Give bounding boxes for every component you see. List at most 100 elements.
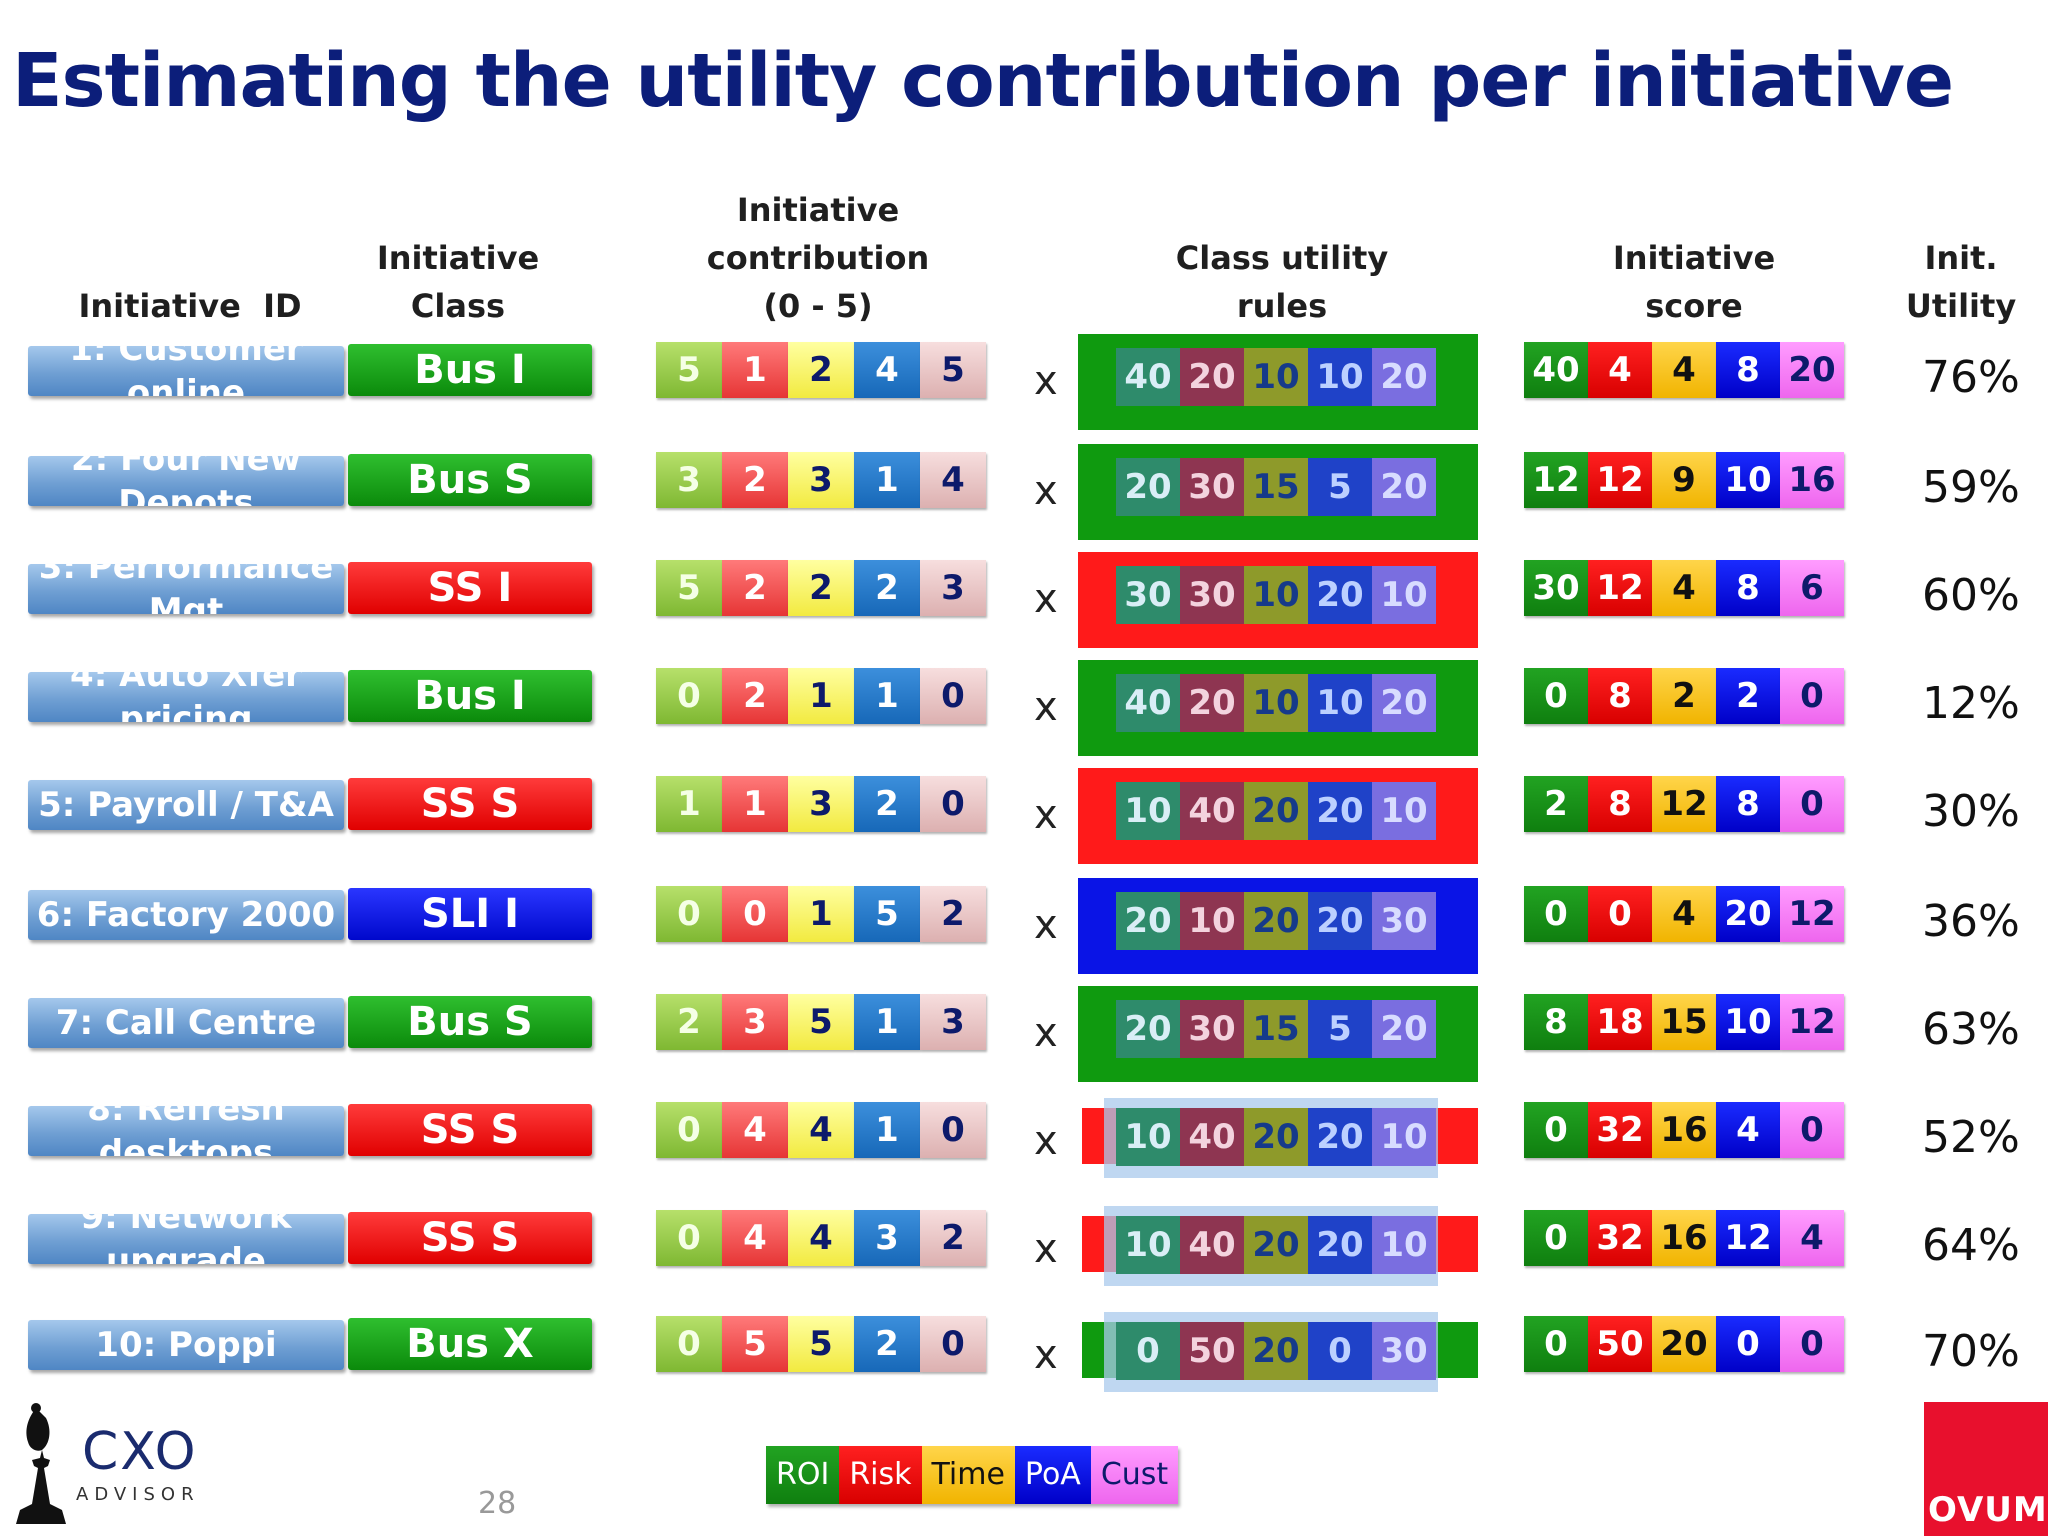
contribution-roi: 0 [656,1316,722,1372]
rule-poa: 10 [1308,348,1372,406]
contribution-time: 1 [788,668,854,724]
multiply-sign: x [1034,792,1058,838]
contribution-risk: 4 [722,1210,788,1266]
rule-time: 20 [1244,1216,1308,1274]
rule-time: 10 [1244,348,1308,406]
score-time: 2 [1652,668,1716,724]
contribution-roi: 2 [656,994,722,1050]
score-cust: 12 [1780,886,1844,942]
class-utility-rule-box: 10 40 20 20 10 [1078,1202,1478,1298]
legend-roi: ROI [766,1446,840,1504]
score-cust: 0 [1780,776,1844,832]
score-time: 4 [1652,342,1716,398]
initiative-id-label: 7: Call Centre [55,1003,317,1043]
rule-cells: 20 30 15 5 20 [1116,458,1436,516]
rule-time: 10 [1244,674,1308,732]
multiply-sign: x [1034,902,1058,948]
contribution-cust: 5 [920,342,986,398]
table-row: 4: Auto Xfer pricing Bus I 0 2 1 1 0 x 40 20 10 10 2… [0,656,2048,756]
score-poa: 2 [1716,668,1780,724]
init-utility: 70% [1922,1326,2020,1377]
rule-roi: 30 [1116,566,1180,624]
rule-cust: 20 [1372,348,1436,406]
contribution-roi: 5 [656,560,722,616]
initiative-id: 1: Customer online [28,346,344,396]
score-risk: 50 [1588,1316,1652,1372]
initiative-id-label: 6: Factory 2000 [36,895,336,935]
contribution-poa: 5 [854,886,920,942]
rule-time: 20 [1244,1108,1308,1166]
initiative-id-label: 5: Payroll / T&A [38,785,334,825]
contribution-time: 2 [788,342,854,398]
score-poa: 8 [1716,776,1780,832]
rule-poa: 20 [1308,892,1372,950]
contribution-risk: 2 [722,560,788,616]
contribution-cust: 0 [920,776,986,832]
table-row: 3: Performance Mgt SS I 5 2 2 2 3 x 30 30 10 20 10 30… [0,548,2048,648]
contribution-risk: 1 [722,342,788,398]
rule-time: 15 [1244,458,1308,516]
rule-cells: 10 40 20 20 10 [1116,782,1436,840]
score-time: 4 [1652,560,1716,616]
contribution-risk: 2 [722,668,788,724]
score-time: 12 [1652,776,1716,832]
contribution-cust: 2 [920,1210,986,1266]
score-cells: 0 0 4 20 12 [1524,886,1844,942]
initiative-id-label: 2: Four New Depots [70,456,302,506]
contribution-time: 4 [788,1210,854,1266]
contribution-roi: 3 [656,452,722,508]
rule-risk: 50 [1180,1322,1244,1380]
score-time: 9 [1652,452,1716,508]
contribution-risk: 0 [722,886,788,942]
contribution-risk: 5 [722,1316,788,1372]
score-risk: 32 [1588,1102,1652,1158]
init-utility: 64% [1922,1220,2020,1271]
rule-cells: 10 40 20 20 10 [1116,1108,1436,1166]
table-row: 8: Refresh desktops SS S 0 4 4 1 0 x 10 40 20 20 10 0… [0,1090,2048,1178]
score-cust: 12 [1780,994,1844,1050]
page-number: 28 [478,1486,517,1521]
multiply-sign: x [1034,684,1058,730]
rule-risk: 20 [1180,348,1244,406]
init-utility: 36% [1922,896,2020,947]
table-row: 1: Customer online Bus I 5 1 2 4 5 x 40 20 10 10 20 4… [0,330,2048,430]
initiative-class: SLI I [348,888,592,940]
initiative-id-label: 9: Network upgrade [80,1214,292,1264]
rule-risk: 20 [1180,674,1244,732]
rule-cells: 10 40 20 20 10 [1116,1216,1436,1274]
score-roi: 40 [1524,342,1588,398]
score-time: 16 [1652,1102,1716,1158]
rule-cust: 20 [1372,458,1436,516]
class-utility-rule-box: 40 20 10 10 20 [1078,660,1478,756]
score-risk: 32 [1588,1210,1652,1266]
contribution-time: 1 [788,886,854,942]
contribution-cust: 4 [920,452,986,508]
rule-risk: 30 [1180,458,1244,516]
rule-roi: 20 [1116,1000,1180,1058]
contribution-time: 5 [788,994,854,1050]
score-cust: 20 [1780,342,1844,398]
rule-cust: 30 [1372,1322,1436,1380]
score-cells: 2 8 12 8 0 [1524,776,1844,832]
score-roi: 2 [1524,776,1588,832]
rule-roi: 10 [1116,1216,1180,1274]
score-cells: 12 12 9 10 16 [1524,452,1844,508]
score-poa: 12 [1716,1210,1780,1266]
rule-time: 15 [1244,1000,1308,1058]
score-cust: 4 [1780,1210,1844,1266]
rule-risk: 40 [1180,782,1244,840]
rule-poa: 20 [1308,1108,1372,1166]
table-row: 7: Call Centre Bus S 2 3 5 1 3 x 20 30 15 5 20 8 18 15 1… [0,982,2048,1082]
contribution-roi: 0 [656,1102,722,1158]
initiative-class: Bus X [348,1318,592,1370]
legend-poa: PoA [1014,1446,1091,1504]
contribution-poa: 2 [854,776,920,832]
contribution-time: 2 [788,560,854,616]
rule-time: 20 [1244,892,1308,950]
